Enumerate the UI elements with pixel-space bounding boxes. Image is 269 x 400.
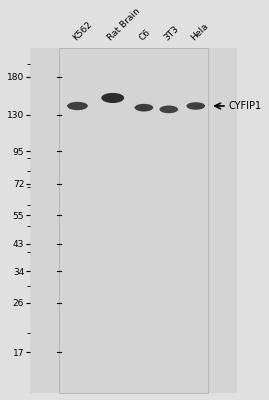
Ellipse shape (134, 104, 153, 112)
Text: CYFIP1: CYFIP1 (229, 101, 262, 111)
Ellipse shape (67, 102, 88, 110)
Text: 3T3: 3T3 (162, 24, 181, 42)
Text: C6: C6 (137, 27, 152, 42)
Text: Hela: Hela (189, 21, 210, 42)
Text: K562: K562 (71, 20, 94, 42)
Ellipse shape (186, 102, 205, 110)
Ellipse shape (101, 93, 124, 103)
Text: Rat Brain: Rat Brain (107, 6, 142, 42)
Ellipse shape (160, 106, 178, 113)
